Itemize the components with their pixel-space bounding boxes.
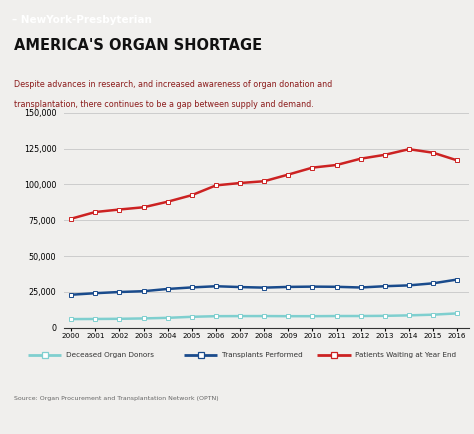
Text: Deceased Organ Donors: Deceased Organ Donors [66, 352, 154, 358]
Text: Despite advances in research, and increased awareness of organ donation and: Despite advances in research, and increa… [14, 80, 332, 89]
Text: – NewYork-Presbyterian: – NewYork-Presbyterian [12, 15, 152, 25]
Text: transplantation, there continues to be a gap between supply and demand.: transplantation, there continues to be a… [14, 100, 314, 109]
Text: Transplants Performed: Transplants Performed [222, 352, 302, 358]
Text: Source: Organ Procurement and Transplantation Network (OPTN): Source: Organ Procurement and Transplant… [14, 397, 219, 401]
Text: AMERICA'S ORGAN SHORTAGE: AMERICA'S ORGAN SHORTAGE [14, 38, 262, 53]
Text: Patients Waiting at Year End: Patients Waiting at Year End [356, 352, 456, 358]
